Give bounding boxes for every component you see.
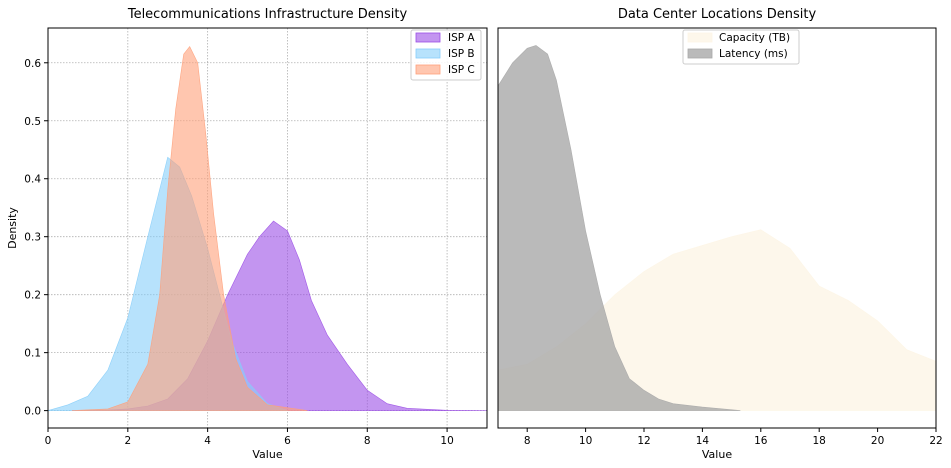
legend-label-isp-c: ISP C [448, 64, 475, 76]
y-tick-label: 0.4 [24, 174, 41, 186]
legend-label-capacity: Capacity (TB) [719, 32, 790, 44]
x-tick-label: 12 [637, 435, 650, 447]
y-tick-label: 0.1 [24, 348, 41, 360]
x-tick-label: 2 [124, 435, 131, 447]
legend-swatch-latency [687, 48, 713, 59]
chart-left: 0 2 4 6 8 10 0.0 0.1 0.2 0.3 0.4 0.5 0.6 Telecommun… [6, 7, 488, 461]
chart-title-left: Telecommunications Infrastructure Densit… [127, 7, 408, 22]
x-tick-label: 14 [696, 435, 710, 447]
legend-left: ISP A ISP B ISP C [410, 29, 482, 81]
x-tick-label: 4 [204, 435, 211, 447]
x-tick-label: 20 [871, 435, 884, 447]
x-tick-label: 22 [929, 435, 942, 447]
xticks-left: 0 2 4 6 8 10 [45, 428, 454, 447]
x-axis-label-right: Value [702, 448, 732, 461]
x-tick-label: 10 [440, 435, 453, 447]
legend-swatch-capacity [687, 32, 713, 43]
legend-swatch-isp-c [415, 64, 441, 75]
chart-right: 8 10 12 14 16 18 20 22 Data Center Locations De… [497, 7, 943, 461]
frame-left [47, 27, 488, 429]
legend-right: Capacity (TB) Latency (ms) [682, 29, 800, 65]
y-axis-label-left: Density [6, 207, 19, 249]
x-tick-label: 16 [754, 435, 768, 447]
x-tick-label: 8 [364, 435, 371, 447]
legend-swatch-isp-a [415, 32, 441, 43]
x-tick-label: 6 [284, 435, 291, 447]
y-tick-label: 0.6 [24, 58, 41, 70]
y-tick-label: 0.3 [24, 232, 41, 244]
areas-left [48, 46, 487, 411]
chart-title-right: Data Center Locations Density [618, 7, 817, 22]
x-tick-label: 0 [45, 435, 52, 447]
legend-label-latency: Latency (ms) [719, 48, 788, 60]
areas-right [498, 45, 936, 411]
frame-right [497, 27, 937, 429]
x-tick-label: 8 [524, 435, 531, 447]
density-area-latency-ms [498, 45, 741, 411]
x-tick-label: 10 [579, 435, 592, 447]
density-area-isp-c [71, 46, 308, 411]
y-tick-label: 0.2 [24, 290, 41, 302]
xticks-right: 8 10 12 14 16 18 20 22 [524, 428, 943, 447]
legend-label-isp-a: ISP A [448, 32, 475, 44]
yticks-left: 0.0 0.1 0.2 0.3 0.4 0.5 0.6 [24, 58, 48, 418]
x-tick-label: 18 [813, 435, 826, 447]
y-tick-label: 0.0 [24, 406, 41, 418]
x-axis-label-left: Value [252, 448, 282, 461]
legend-swatch-isp-b [415, 48, 441, 59]
y-tick-label: 0.5 [24, 116, 41, 128]
legend-label-isp-b: ISP B [448, 48, 475, 60]
